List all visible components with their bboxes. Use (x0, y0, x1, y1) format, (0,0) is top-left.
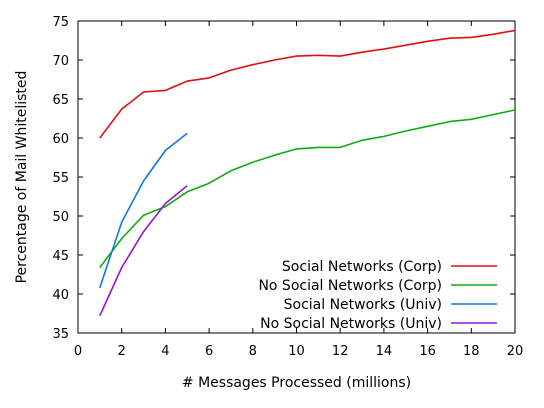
x-tick-label: 4 (161, 344, 169, 359)
x-axis-label: # Messages Processed (millions) (182, 375, 411, 391)
y-tick-label: 70 (52, 54, 69, 69)
x-tick-label: 6 (205, 344, 213, 359)
x-tick-label: 20 (507, 344, 524, 359)
ticks: 0 2 4 6 8 10 12 14 16 18 20 35 40 45 50 55 60 65 70 75 (52, 15, 523, 359)
legend: Social Networks (Corp) No Social Networks… (258, 259, 497, 332)
x-tick-label: 10 (288, 344, 305, 359)
legend-label: Social Networks (Corp) (282, 259, 442, 275)
y-tick-label: 60 (52, 132, 69, 147)
x-tick-label: 14 (376, 344, 393, 359)
x-tick-label: 16 (419, 344, 436, 359)
y-tick-label: 75 (52, 15, 69, 30)
y-tick-label: 50 (52, 210, 69, 225)
legend-label: Social Networks (Univ) (284, 297, 442, 313)
y-tick-label: 65 (52, 93, 69, 108)
x-tick-label: 8 (249, 344, 257, 359)
y-axis-label: Percentage of Mail Whitelisted (14, 71, 30, 284)
series-lines (99, 29, 516, 317)
y-tick-label: 40 (52, 288, 69, 303)
x-tick-label: 0 (74, 344, 82, 359)
series-line-3 (99, 132, 188, 289)
y-tick-label: 45 (52, 249, 69, 264)
x-tick-label: 2 (118, 344, 126, 359)
legend-label: No Social Networks (Univ) (260, 316, 442, 332)
series-line-4 (99, 184, 188, 317)
y-tick-label: 35 (52, 327, 69, 342)
series-line-1 (99, 29, 516, 139)
y-tick-label: 55 (52, 171, 69, 186)
x-tick-label: 18 (463, 344, 480, 359)
legend-label: No Social Networks (Corp) (258, 278, 442, 294)
series-line-2 (99, 109, 516, 268)
x-tick-label: 12 (332, 344, 349, 359)
